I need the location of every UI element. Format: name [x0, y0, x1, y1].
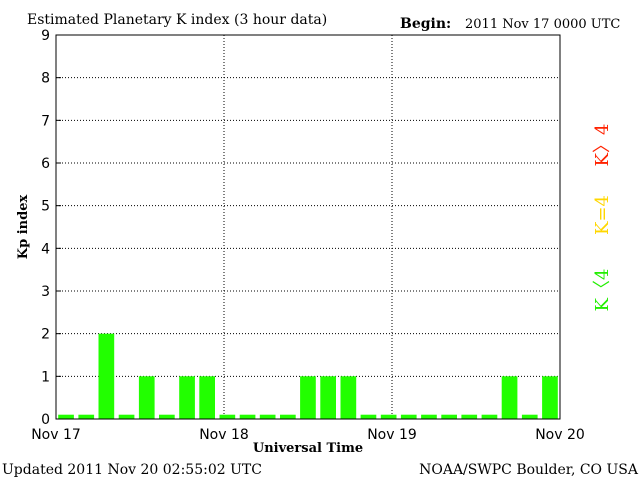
x-tick-label: Nov 18: [199, 427, 249, 443]
y-tick-label: 1: [41, 369, 50, 385]
kp-bar: [461, 414, 478, 419]
chart-title: Estimated Planetary K index (3 hour data…: [27, 12, 327, 28]
kp-bar: [320, 376, 336, 419]
grid: [56, 34, 560, 420]
y-tick-label: 3: [41, 284, 50, 300]
bars: [58, 333, 558, 419]
kp-bar: [118, 414, 135, 419]
kp-bar: [340, 376, 357, 419]
kp-bar: [58, 414, 74, 419]
kp-bar: [441, 414, 457, 419]
x-tick-label: Nov 20: [535, 427, 585, 443]
kp-bar: [78, 414, 95, 419]
y-tick-label: 6: [41, 156, 50, 172]
begin-value: 2011 Nov 17 0000 UTC: [465, 17, 620, 32]
y-tick-labels: 0 1 2 3 4 5 6 7 8 9: [41, 28, 50, 428]
y-tick-label: 8: [41, 71, 50, 87]
kp-bar: [521, 414, 538, 419]
kp-bar: [219, 414, 236, 419]
legend-equal: K=4: [592, 195, 613, 235]
kp-bar: [400, 414, 417, 419]
kp-bar: [380, 414, 397, 419]
y-axis-label: Kp index: [16, 195, 31, 260]
y-tick-label: 0: [41, 412, 50, 428]
x-tick-labels: Nov 17 Nov 18 Nov 19 Nov 20: [31, 427, 585, 443]
kp-bar: [98, 333, 115, 419]
kp-bar: [542, 376, 558, 419]
legend-low: K〈4: [592, 269, 613, 312]
begin-label: Begin:: [400, 16, 451, 32]
x-tick-label: Nov 19: [367, 427, 417, 443]
kp-bar: [199, 376, 215, 419]
kp-bar: [481, 414, 498, 419]
kp-bar: [159, 414, 175, 419]
y-tick-label: 5: [41, 199, 50, 215]
legend-high: K〉4: [592, 124, 613, 167]
kp-bar: [421, 414, 437, 419]
y-tick-label: 4: [41, 241, 50, 257]
plot-frame: [55, 34, 561, 420]
kp-bar: [360, 414, 377, 419]
x-tick-label: Nov 17: [31, 427, 81, 443]
source-credit: NOAA/SWPC Boulder, CO USA: [419, 462, 639, 478]
y-tick-label: 7: [41, 113, 50, 129]
kp-bar: [239, 414, 256, 419]
kp-bar: [280, 414, 296, 419]
kp-bar: [501, 376, 518, 419]
updated-timestamp: Updated 2011 Nov 20 02:55:02 UTC: [2, 462, 262, 478]
y-tick-label: 2: [41, 327, 50, 343]
x-axis-label: Universal Time: [253, 441, 363, 456]
kp-bar: [259, 414, 276, 419]
kp-bar: [179, 376, 195, 419]
kp-bar: [300, 376, 316, 419]
y-tick-label: 9: [41, 28, 50, 44]
kp-bar: [138, 376, 155, 419]
